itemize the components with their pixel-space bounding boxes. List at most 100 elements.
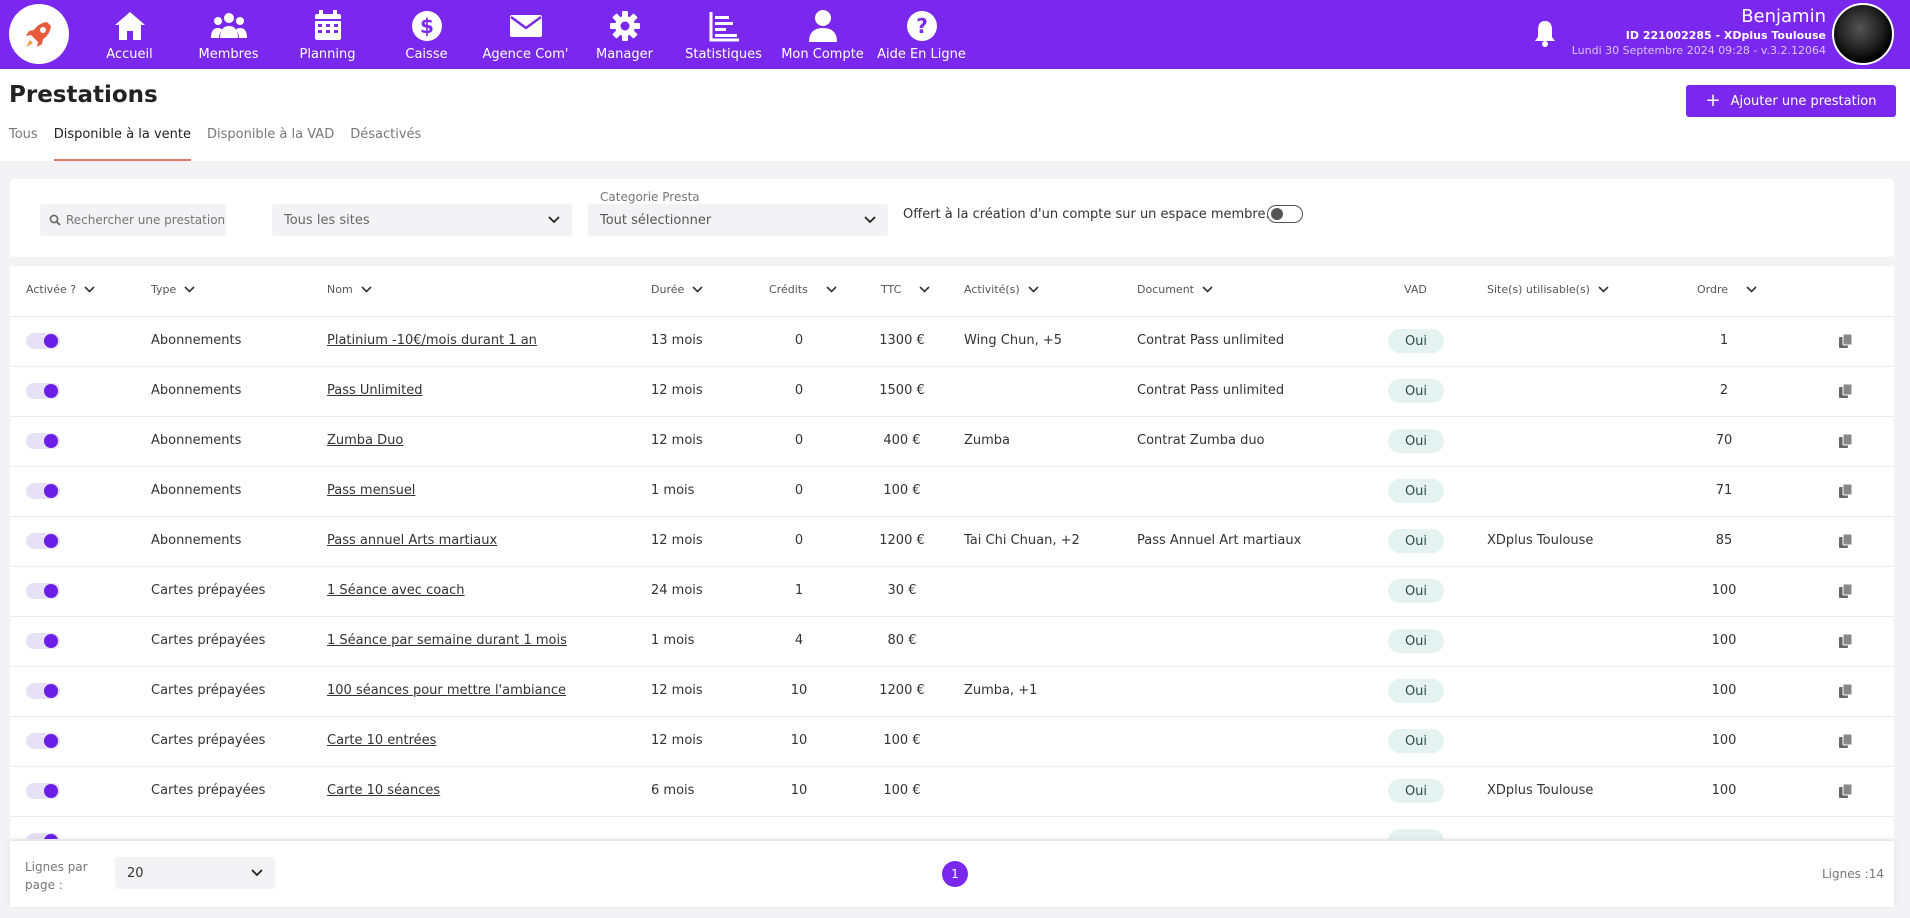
search-box[interactable] <box>40 204 226 236</box>
page-button-current[interactable]: 1 <box>942 861 968 887</box>
copy-icon[interactable] <box>1838 783 1854 799</box>
col-nom[interactable]: Nom <box>327 283 372 296</box>
copy-icon[interactable] <box>1838 683 1854 699</box>
copy-icon[interactable] <box>1838 483 1854 499</box>
copy-icon[interactable] <box>1838 333 1854 349</box>
page-title: Prestations <box>9 82 158 108</box>
vad-badge: Oui <box>1388 529 1444 553</box>
chevron-down-icon <box>1028 286 1039 293</box>
chevron-down-icon <box>1202 286 1213 293</box>
cell-nom-link[interactable]: 1 Séance avec coach <box>327 583 465 598</box>
col-activee[interactable]: Activée ? <box>26 283 95 296</box>
nav-manager[interactable]: Manager <box>575 0 674 69</box>
cell-nom-link[interactable]: Platinium -10€/mois durant 1 an <box>327 333 537 348</box>
active-toggle[interactable] <box>26 633 60 649</box>
col-ttc[interactable]: TTC <box>881 283 930 296</box>
nav-planning[interactable]: Planning <box>278 0 377 69</box>
cell-document: Contrat Pass unlimited <box>1137 383 1285 398</box>
vad-badge: Oui <box>1388 329 1444 353</box>
cell-document: Contrat Zumba duo <box>1137 433 1265 448</box>
cell-nom-link[interactable]: 1 Séance par semaine durant 1 mois <box>327 633 567 648</box>
active-toggle[interactable] <box>26 733 60 749</box>
cell-ttc: 30 € <box>887 583 917 598</box>
col-label: Nom <box>327 283 353 296</box>
tab-desactives[interactable]: Désactivés <box>350 127 422 142</box>
prestations-table: Activée ? Type Nom Durée Crédits TTC Act… <box>10 266 1894 839</box>
rocket-logo-icon[interactable] <box>9 4 69 64</box>
tab-disponible-vente[interactable]: Disponible à la vente <box>53 127 192 161</box>
col-duree[interactable]: Durée <box>651 283 703 296</box>
cell-ttc: 1200 € <box>879 533 925 548</box>
cell-nom-link[interactable]: Zumba Duo <box>327 433 404 448</box>
cell-credits: 4 <box>794 633 804 648</box>
top-navigation-bar: Accueil Membres Planning $ Caisse Agence… <box>0 0 1910 69</box>
search-input[interactable] <box>66 213 226 227</box>
cell-document: Contrat Pass unlimited <box>1137 333 1285 348</box>
col-label: TTC <box>881 283 902 296</box>
filters-panel: Tous les sites Categorie Presta Tout sél… <box>10 179 1894 257</box>
nav-agence-com[interactable]: Agence Com' <box>476 0 575 69</box>
col-ordre[interactable]: Ordre <box>1697 283 1757 296</box>
cell-type: Cartes prépayées <box>151 633 266 648</box>
cell-ttc: 100 € <box>883 733 921 748</box>
col-vad[interactable]: VAD <box>1404 283 1427 296</box>
copy-icon[interactable] <box>1838 383 1854 399</box>
tab-disponible-vad[interactable]: Disponible à la VAD <box>206 127 335 142</box>
copy-icon[interactable] <box>1838 433 1854 449</box>
nav-label: Mon Compte <box>781 47 864 62</box>
user-id: ID 221002285 - XDplus Toulouse <box>1625 29 1826 42</box>
chevron-down-icon <box>361 286 372 293</box>
sites-select[interactable]: Tous les sites <box>272 204 572 236</box>
col-activites[interactable]: Activité(s) <box>964 283 1039 296</box>
table-row: Abonnements Pass Unlimited 12 mois 0 1500 € C… <box>10 366 1894 416</box>
active-toggle[interactable] <box>26 833 60 839</box>
user-info[interactable]: Benjamin ID 221002285 - XDplus Toulouse … <box>1572 6 1826 57</box>
active-toggle[interactable] <box>26 533 60 549</box>
cell-credits: 1 <box>794 583 804 598</box>
page-header: Prestations + Ajouter une prestation Tou… <box>0 69 1910 161</box>
cell-nom-link[interactable]: Pass mensuel <box>327 483 416 498</box>
lines-per-page-select[interactable]: 20 <box>115 857 275 889</box>
nav-accueil[interactable]: Accueil <box>80 0 179 69</box>
col-label: Document <box>1137 283 1194 296</box>
cell-nom-link[interactable]: Pass annuel Arts martiaux <box>327 533 498 548</box>
nav-statistiques[interactable]: Statistiques <box>674 0 773 69</box>
cell-ttc: 1200 € <box>879 683 925 698</box>
cell-nom-link[interactable]: Pass Unlimited <box>327 383 423 398</box>
copy-icon[interactable] <box>1838 583 1854 599</box>
table-row: Abonnements Platinium -10€/mois durant 1 … <box>10 316 1894 366</box>
nav-label: Planning <box>299 47 356 62</box>
copy-icon[interactable] <box>1838 633 1854 649</box>
active-toggle[interactable] <box>26 583 60 599</box>
col-document[interactable]: Document <box>1137 283 1213 296</box>
cell-nom-link[interactable]: Carte 10 entrées <box>327 733 437 748</box>
nav-mon-compte[interactable]: Mon Compte <box>773 0 872 69</box>
nav-caisse[interactable]: $ Caisse <box>377 0 476 69</box>
offert-toggle[interactable] <box>1267 205 1303 223</box>
add-prestation-button[interactable]: + Ajouter une prestation <box>1686 85 1896 117</box>
active-toggle[interactable] <box>26 783 60 799</box>
avatar[interactable] <box>1832 3 1894 65</box>
col-credits[interactable]: Crédits <box>769 283 837 296</box>
col-type[interactable]: Type <box>151 283 195 296</box>
nav-aide-en-ligne[interactable]: ? Aide En Ligne <box>872 0 971 69</box>
bell-icon[interactable] <box>1530 18 1560 48</box>
chevron-down-icon <box>826 286 837 293</box>
active-toggle[interactable] <box>26 683 60 699</box>
category-select[interactable]: Tout sélectionner <box>588 204 888 236</box>
copy-icon[interactable] <box>1838 733 1854 749</box>
active-toggle[interactable] <box>26 433 60 449</box>
cell-nom-link[interactable]: 100 séances pour mettre l'ambiance <box>327 683 566 698</box>
nav-membres[interactable]: Membres <box>179 0 278 69</box>
cell-ttc: 1300 € <box>879 333 925 348</box>
cell-duree: 12 mois <box>651 433 703 448</box>
copy-icon[interactable] <box>1838 533 1854 549</box>
active-toggle[interactable] <box>26 483 60 499</box>
active-toggle[interactable] <box>26 383 60 399</box>
cell-ordre: 100 <box>1711 733 1737 748</box>
active-toggle[interactable] <box>26 333 60 349</box>
cell-nom-link[interactable]: Carte 10 séances <box>327 783 441 798</box>
home-icon <box>114 12 145 40</box>
tab-tous[interactable]: Tous <box>9 127 38 142</box>
col-sites[interactable]: Site(s) utilisable(s) <box>1487 283 1609 296</box>
